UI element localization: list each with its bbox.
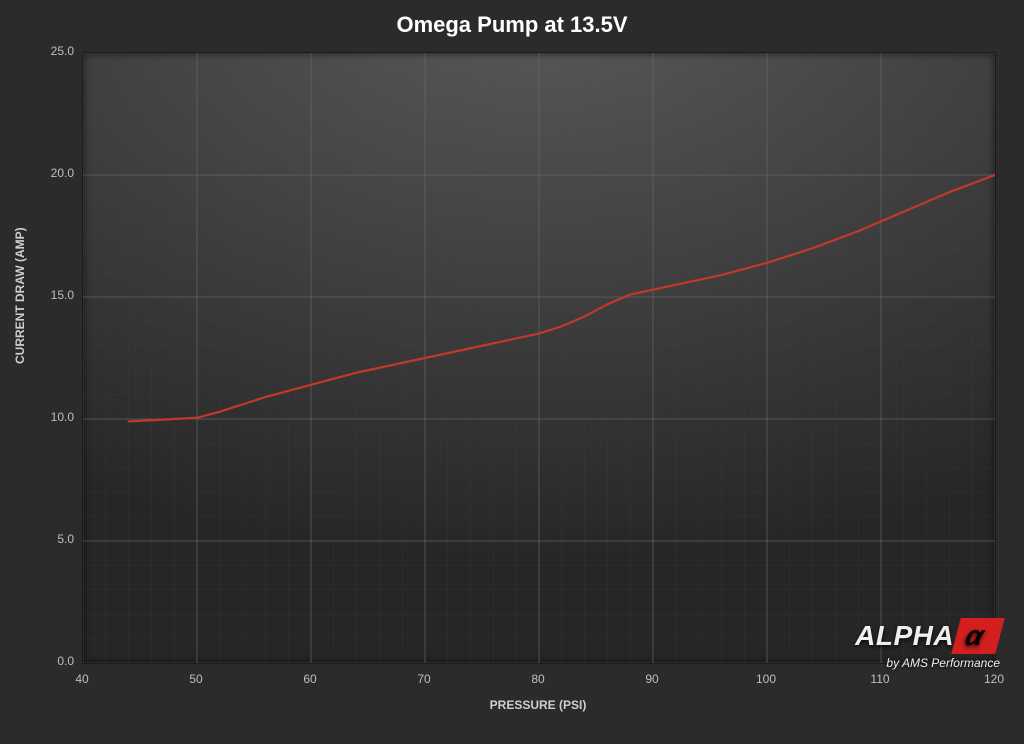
brand-tagline: by AMS Performance (886, 656, 1000, 670)
x-tick-label: 90 (637, 672, 667, 686)
x-tick-label: 60 (295, 672, 325, 686)
brand-name: ALPHA (855, 620, 954, 651)
y-tick-label: 25.0 (51, 44, 74, 58)
y-tick-label: 20.0 (51, 166, 74, 180)
y-tick-label: 10.0 (51, 410, 74, 424)
x-tick-label: 80 (523, 672, 553, 686)
y-axis-label: CURRENT DRAW (AMP) (13, 344, 27, 364)
brand-text: ALPHAα (855, 620, 1000, 651)
plot-area (82, 52, 996, 664)
y-tick-label: 0.0 (57, 654, 74, 668)
x-tick-label: 40 (67, 672, 97, 686)
x-tick-label: 70 (409, 672, 439, 686)
chart-title: Omega Pump at 13.5V (0, 12, 1024, 38)
brand-watermark: ALPHAα by AMS Performance (855, 618, 1000, 672)
x-tick-label: 120 (979, 672, 1009, 686)
x-tick-label: 100 (751, 672, 781, 686)
y-tick-label: 15.0 (51, 288, 74, 302)
alpha-badge: α (951, 618, 1005, 654)
x-axis-label: PRESSURE (PSI) (82, 698, 994, 712)
plot-svg (83, 53, 995, 663)
chart-container: Omega Pump at 13.5V CURRENT DRAW (AMP) P… (0, 0, 1024, 744)
y-tick-label: 5.0 (57, 532, 74, 546)
x-tick-label: 50 (181, 672, 211, 686)
x-tick-label: 110 (865, 672, 895, 686)
